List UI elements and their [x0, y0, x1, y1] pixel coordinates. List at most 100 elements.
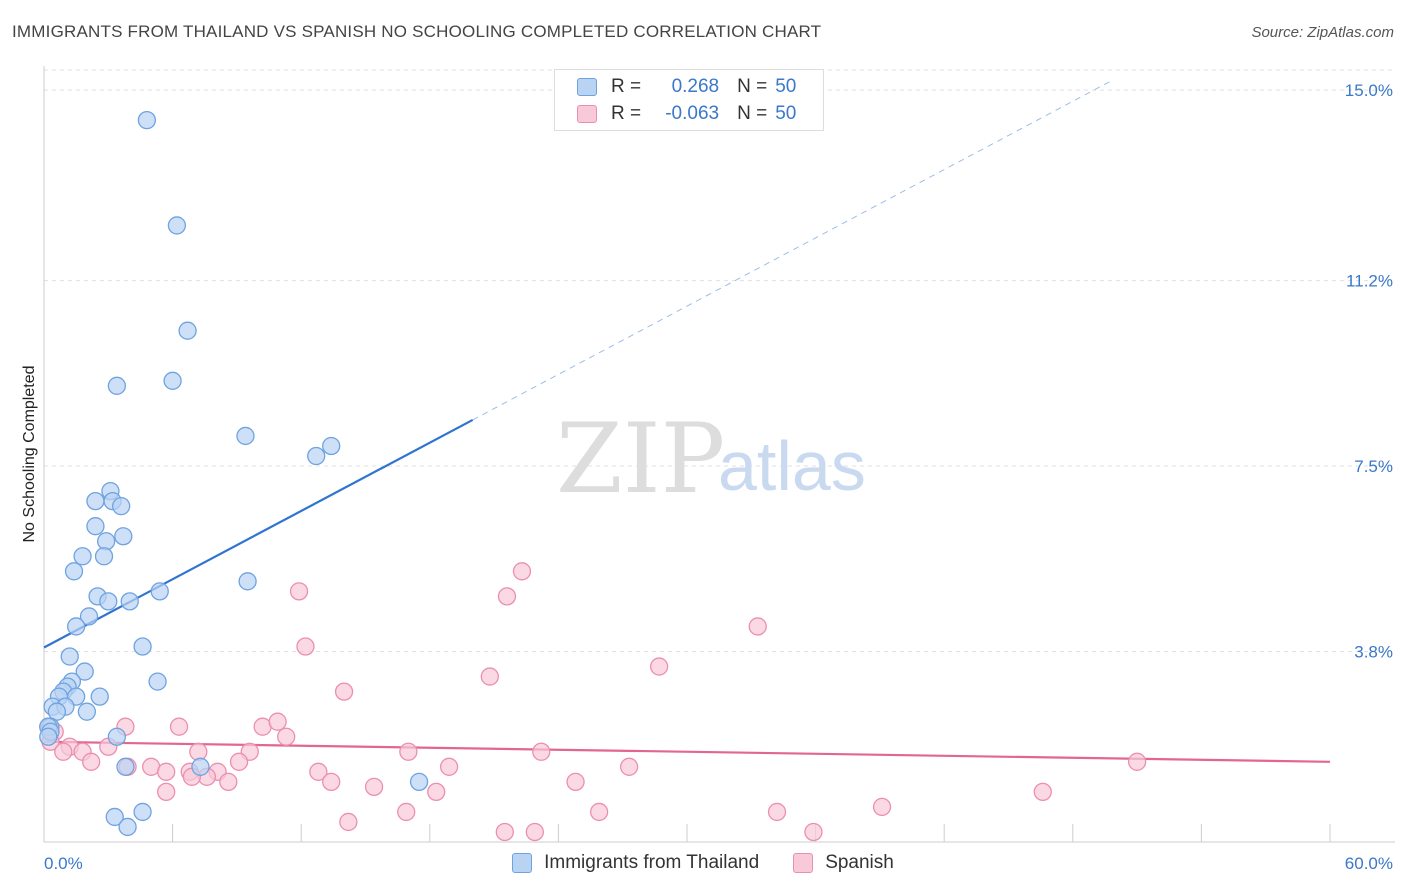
legend-r-value: 0.268: [671, 76, 720, 97]
legend-n-label: N =: [737, 103, 768, 124]
point-spanish: [589, 802, 609, 822]
point-thailand: [167, 216, 187, 235]
point-spanish: [334, 682, 354, 701]
legend-r-label: R =: [611, 103, 642, 124]
point-spanish: [364, 777, 384, 797]
point-spanish: [872, 797, 892, 817]
point-spanish: [497, 587, 517, 606]
point-spanish: [748, 617, 767, 636]
axis-layer: [43, 66, 1395, 843]
point-thailand: [47, 702, 67, 721]
x-tick-label-min: 0.0%: [44, 854, 83, 873]
point-spanish: [219, 772, 238, 791]
point-thailand: [133, 802, 152, 822]
y-tick-label: 11.2%: [1346, 272, 1393, 291]
point-spanish: [804, 822, 823, 842]
legend-n-label: N =: [737, 76, 768, 97]
point-spanish: [229, 752, 249, 771]
point-thailand: [77, 702, 97, 721]
point-spanish: [427, 782, 446, 802]
point-thailand: [116, 757, 135, 776]
point-spanish: [495, 822, 514, 842]
point-thailand: [86, 491, 105, 511]
point-spanish: [189, 742, 208, 761]
legend-row-thailand: R = 0.268 N = 50: [577, 75, 796, 99]
point-thailand: [86, 517, 105, 536]
y-tick-label: 7.5%: [1354, 457, 1393, 476]
series-swatch-thailand: [512, 853, 533, 873]
points-layer: [39, 111, 1147, 842]
point-spanish: [619, 757, 639, 776]
point-thailand: [39, 727, 58, 746]
point-thailand: [137, 111, 157, 130]
legend-row-spanish: R = -0.063 N = 50: [577, 102, 796, 126]
point-spanish: [480, 667, 499, 686]
point-thailand: [409, 772, 429, 791]
point-spanish: [566, 772, 585, 791]
point-thailand: [94, 547, 114, 566]
point-spanish: [157, 762, 176, 781]
watermark-atlas: atlas: [718, 427, 866, 505]
tick-label-layer: 3.8% 7.5% 11.2% 15.0% 0.0% 60.0%: [44, 81, 1393, 873]
series-legend-thailand[interactable]: Immigrants from Thailand: [512, 852, 759, 874]
point-thailand: [107, 376, 127, 395]
trend-line-spanish: [43, 740, 1331, 763]
point-thailand: [60, 647, 79, 666]
point-spanish: [1127, 752, 1147, 771]
point-spanish: [767, 802, 787, 822]
point-spanish: [399, 742, 418, 761]
point-thailand: [150, 582, 169, 601]
point-thailand: [236, 426, 255, 446]
point-thailand: [67, 617, 86, 636]
point-thailand: [112, 496, 131, 516]
point-thailand: [105, 807, 124, 827]
point-spanish: [1033, 782, 1052, 802]
watermark-zip: ZIP: [556, 403, 725, 515]
point-spanish: [54, 742, 73, 761]
y-tick-label: 3.8%: [1354, 643, 1393, 662]
series-label-spanish: Spanish: [825, 852, 894, 873]
series-legend: Immigrants from Thailand Spanish: [0, 852, 1406, 874]
point-thailand: [64, 562, 84, 581]
point-thailand: [99, 592, 118, 611]
series-legend-spanish[interactable]: Spanish: [793, 852, 894, 874]
point-spanish: [309, 762, 328, 781]
point-thailand: [79, 607, 99, 626]
trend-line-thailand: [43, 418, 474, 649]
point-thailand: [133, 637, 152, 656]
point-spanish: [532, 742, 551, 761]
point-thailand: [97, 532, 116, 551]
point-spanish: [397, 802, 416, 822]
legend-swatch-spanish: [577, 105, 597, 123]
chart-title: IMMIGRANTS FROM THAILAND VS SPANISH NO S…: [12, 22, 822, 41]
point-spanish: [525, 822, 544, 842]
point-thailand: [191, 757, 210, 776]
point-spanish: [169, 717, 189, 736]
point-spanish: [339, 812, 358, 832]
legend-n-value: 50: [775, 103, 797, 124]
point-thailand: [238, 572, 257, 591]
point-spanish: [82, 752, 101, 771]
series-label-thailand: Immigrants from Thailand: [544, 852, 760, 873]
point-thailand: [322, 436, 341, 456]
point-thailand: [118, 817, 137, 837]
legend-swatch-thailand: [577, 78, 597, 96]
correlation-legend: R = 0.268 N = 50 R = -0.063 N = 50: [554, 69, 824, 131]
point-spanish: [439, 757, 459, 776]
point-thailand: [75, 662, 94, 681]
point-spanish: [277, 727, 296, 746]
legend-n-value: 50: [775, 76, 797, 97]
point-thailand: [178, 321, 197, 340]
point-spanish: [289, 582, 309, 601]
trend-line-thailand-extension: [472, 80, 1112, 421]
point-spanish: [649, 657, 669, 676]
source-label: Source: ZipAtlas.com: [1251, 24, 1394, 41]
point-spanish: [296, 637, 315, 656]
point-thailand: [120, 592, 139, 611]
x-tick-label-max: 60.0%: [1345, 854, 1393, 873]
point-thailand: [107, 727, 127, 746]
trend-layer: [43, 80, 1331, 763]
point-spanish: [512, 562, 532, 581]
point-spanish: [322, 772, 341, 791]
